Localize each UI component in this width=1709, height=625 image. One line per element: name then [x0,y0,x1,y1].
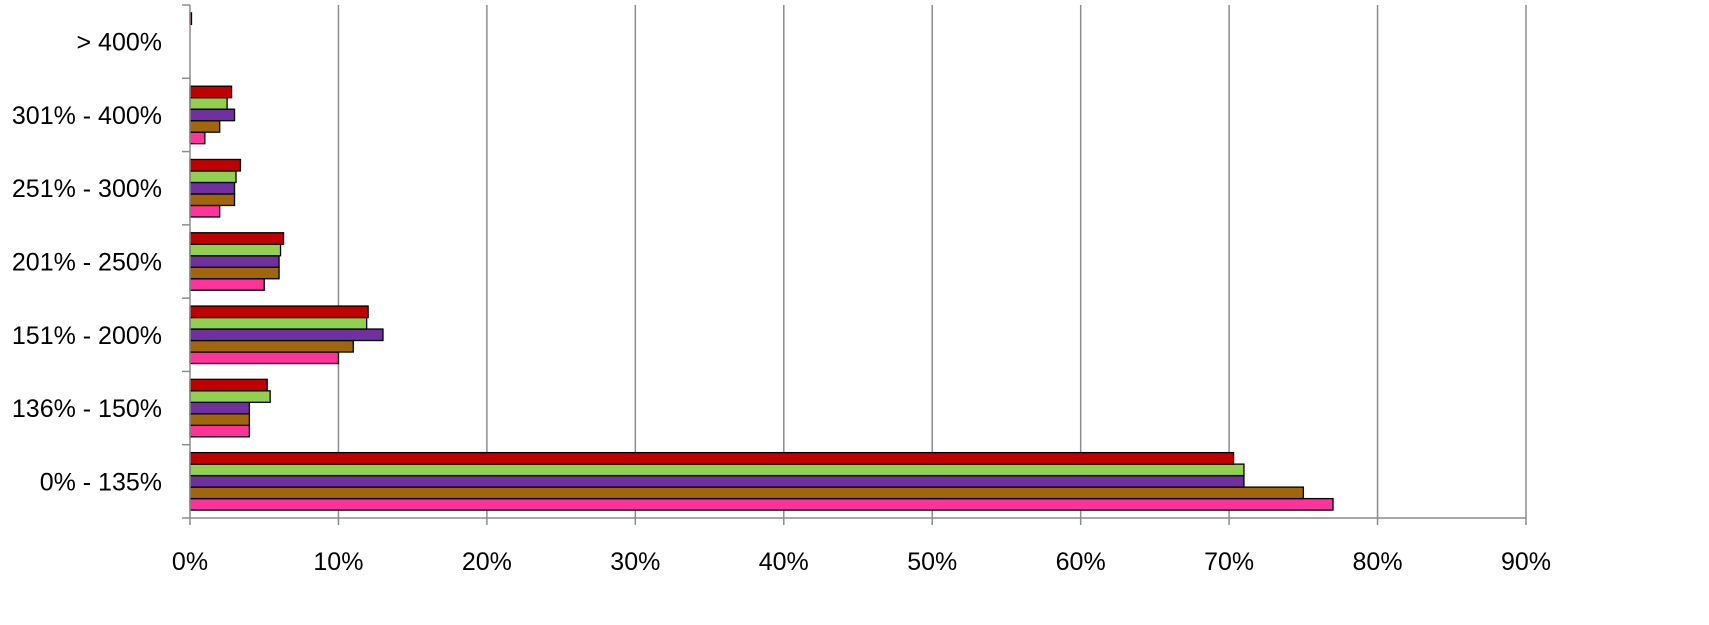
bar [189,255,280,268]
bar [189,351,340,365]
y-category-label: 301% - 400% [12,102,162,130]
y-category-label: 151% - 200% [12,322,162,350]
x-tick-label: 50% [907,548,957,576]
bar [189,131,206,145]
bar [189,328,384,342]
grid-lines [337,5,1527,518]
y-category-label: > 400% [77,29,163,57]
bar [189,390,271,403]
bar [189,305,369,319]
x-tick-label: 70% [1204,548,1254,576]
x-tick-label: 0% [172,548,208,576]
y-category-label: 136% - 150% [12,395,162,423]
bars [189,12,1334,511]
bar [189,413,251,426]
bar [189,401,251,415]
bar [189,451,1235,465]
tick-labels: 0% 10% 20% 30% 40% 50% 60% 70% 80% 90% 0% - 135% 13… [12,29,1551,576]
x-tick-label: 20% [462,548,512,576]
axes [182,4,1527,525]
y-category-label: 0% - 135% [40,468,162,496]
x-tick-label: 30% [610,548,660,576]
bar [189,232,285,245]
bar [189,85,233,99]
y-category-label: 251% - 300% [12,175,162,203]
x-tick-label: 90% [1501,548,1551,576]
bar [189,316,368,330]
bar [189,204,221,218]
bar [189,158,242,172]
bar [189,108,236,122]
y-category-label: 201% - 250% [12,249,162,277]
bar [189,243,282,257]
bar [189,266,280,280]
bar [189,497,1334,511]
x-tick-label: 40% [759,548,809,576]
bar [189,97,228,110]
bar [189,120,221,133]
bar [189,170,237,184]
bar [189,474,1245,488]
bar [189,193,236,207]
bar [189,278,265,291]
x-tick-label: 80% [1353,548,1403,576]
bar [189,424,251,438]
bar [189,486,1304,500]
x-tick-label: 60% [1056,548,1106,576]
bar [189,339,354,353]
bar [189,181,236,195]
bar [189,463,1245,477]
x-tick-label: 10% [313,548,363,576]
bar [189,378,268,392]
